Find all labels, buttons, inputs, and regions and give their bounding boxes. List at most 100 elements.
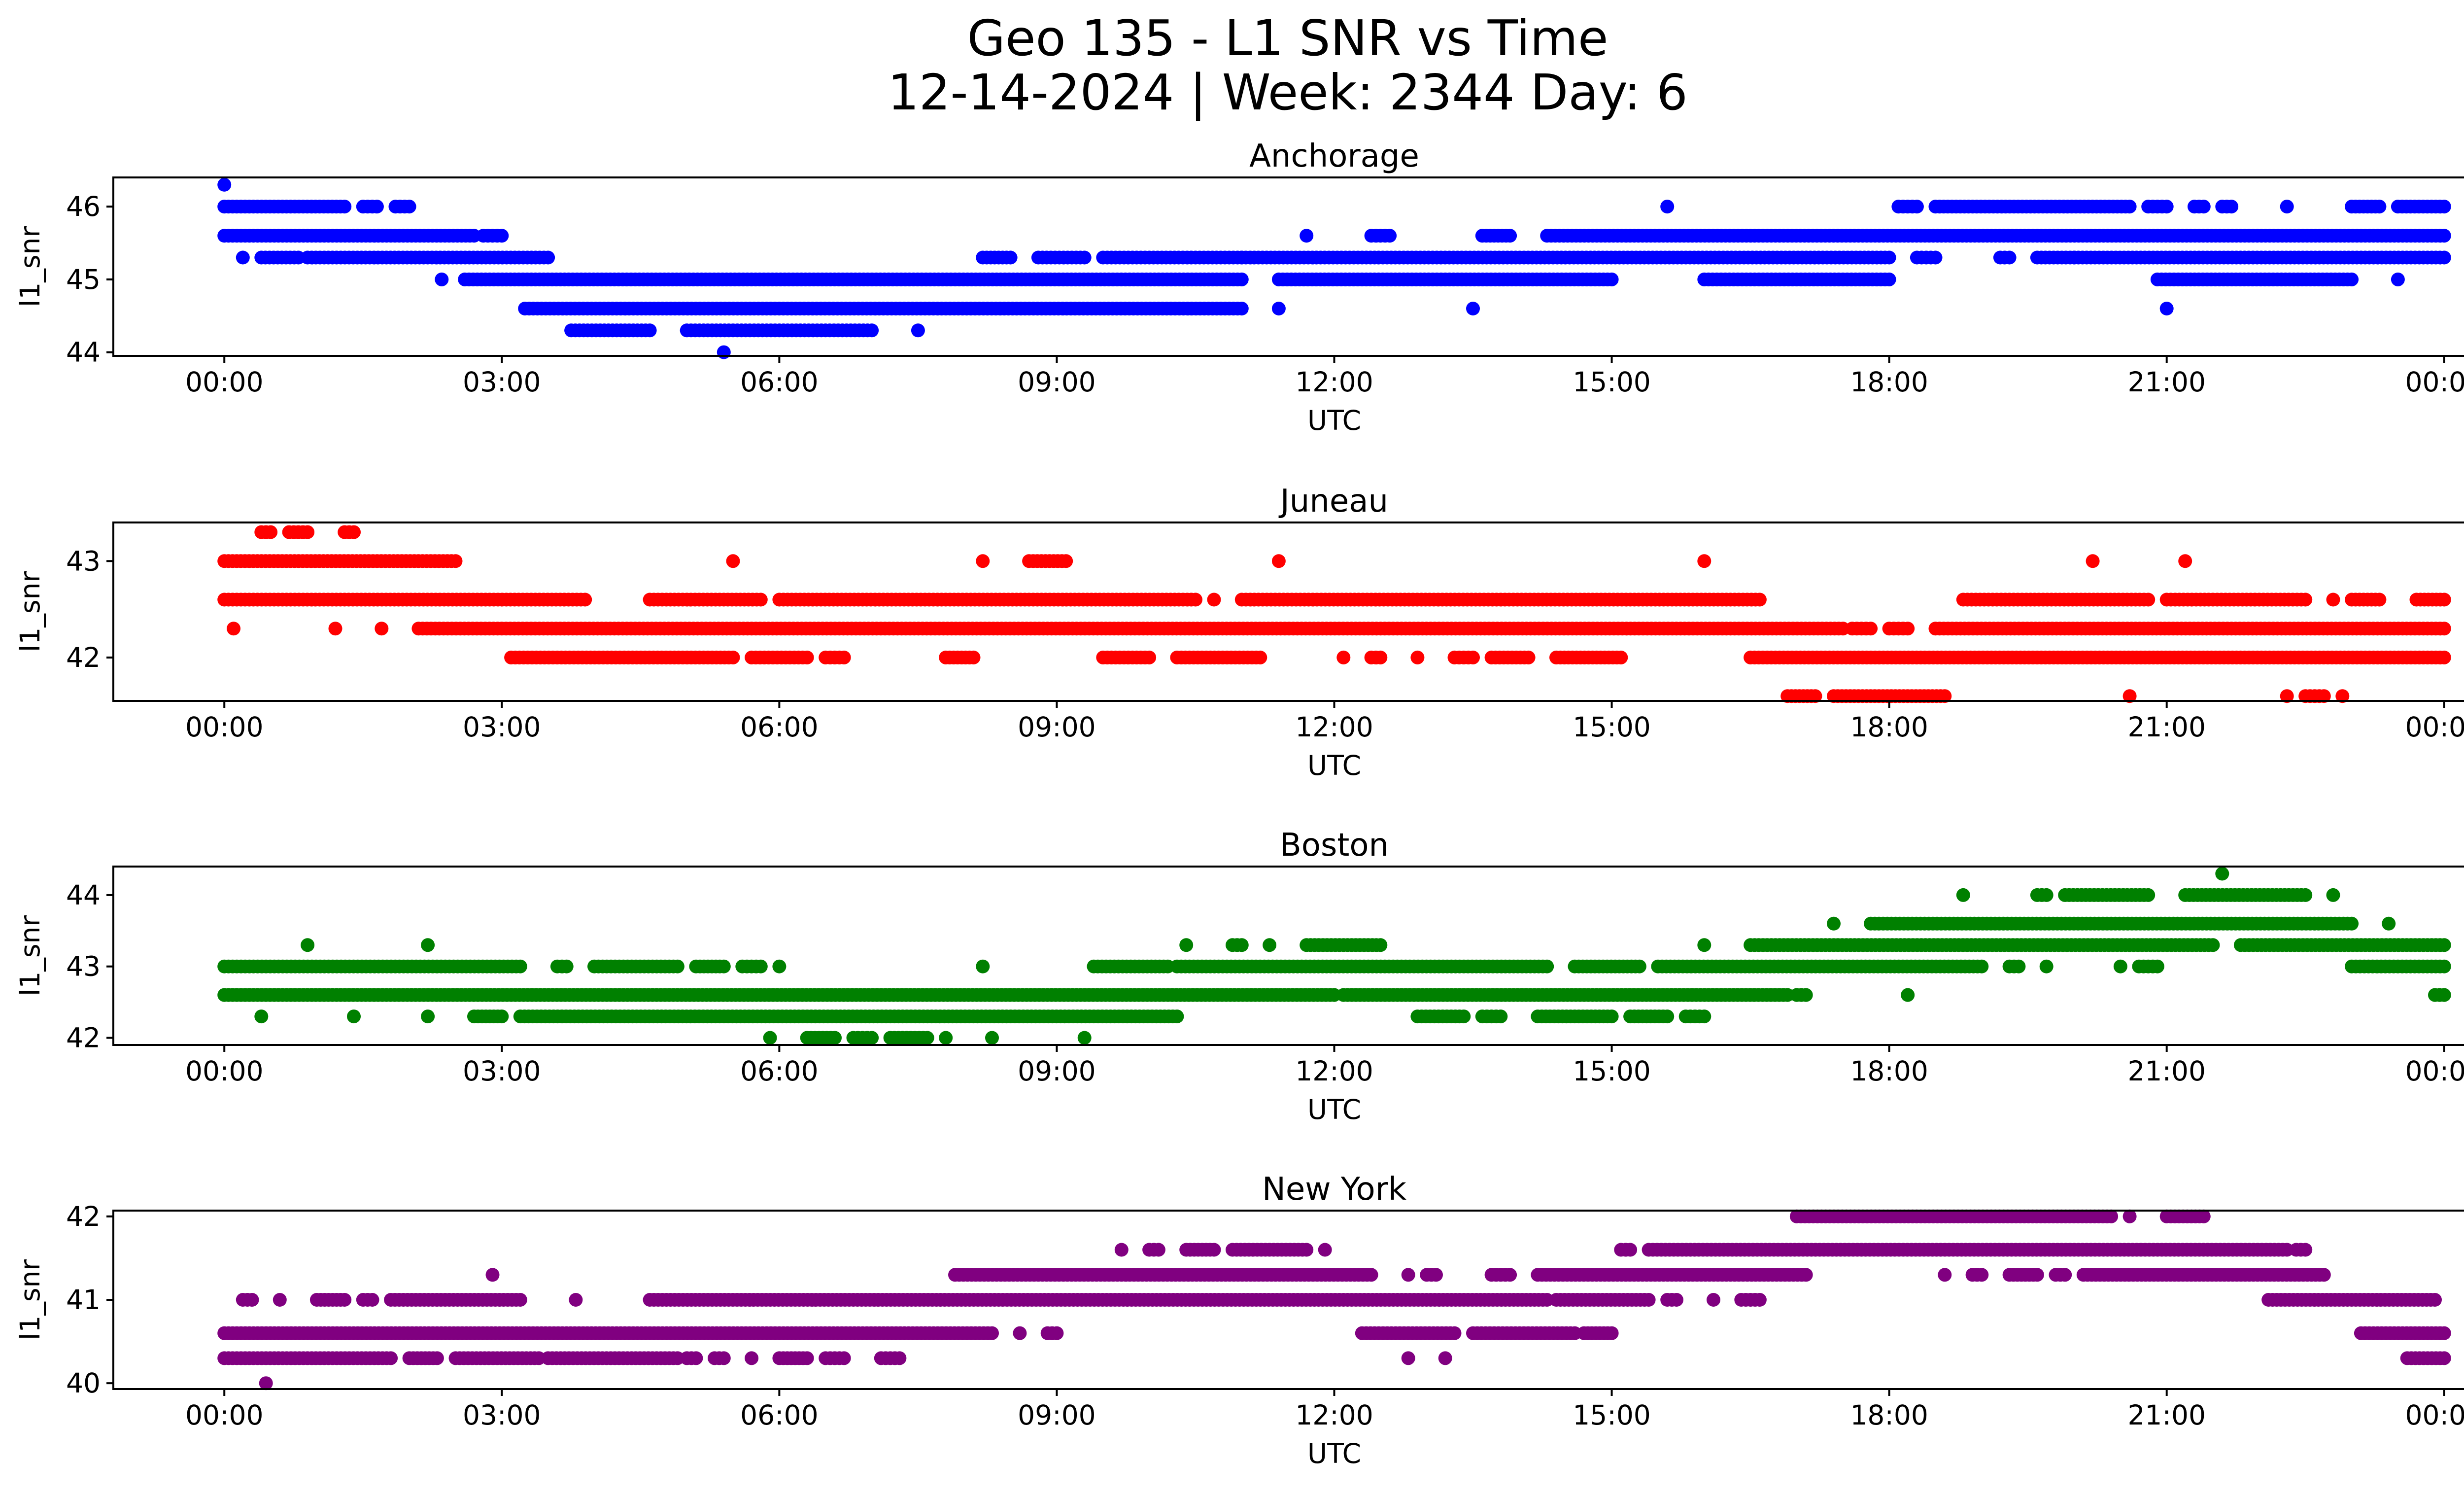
data-point — [2280, 200, 2294, 214]
data-point — [1752, 592, 1767, 607]
data-point — [2437, 938, 2451, 952]
data-point — [2196, 200, 2211, 214]
data-point — [254, 1009, 269, 1024]
data-point — [2428, 1293, 2442, 1307]
data-point — [2437, 959, 2451, 973]
data-point — [800, 650, 814, 664]
x-tick-label: 03:00 — [463, 711, 541, 743]
data-point — [1975, 959, 1989, 973]
x-tick-label: 12:00 — [1295, 366, 1373, 398]
data-point — [1632, 959, 1646, 973]
data-point — [1614, 650, 1628, 664]
x-tick-label: 06:00 — [740, 711, 819, 743]
x-tick-label: 00:00 — [185, 711, 264, 743]
data-point — [966, 650, 981, 664]
data-point — [1234, 302, 1249, 315]
data-point — [2224, 200, 2239, 214]
data-point — [1938, 689, 1952, 703]
data-point — [1300, 229, 1314, 243]
data-point — [1503, 229, 1517, 243]
x-tick-label: 12:00 — [1295, 1055, 1373, 1087]
data-point — [689, 1351, 703, 1365]
data-point — [1271, 302, 1286, 315]
data-point — [1142, 650, 1157, 664]
scatter-series-juneau — [217, 525, 2451, 703]
data-point — [753, 959, 768, 973]
data-point — [1457, 1009, 1471, 1024]
data-point — [1697, 1009, 1711, 1024]
x-tick-label: 03:00 — [463, 366, 541, 398]
x-tick-label: 12:00 — [1295, 711, 1373, 743]
data-point — [1928, 250, 1943, 265]
x-tick-label: 18:00 — [1850, 366, 1928, 398]
panel-title: Boston — [1280, 827, 1389, 864]
data-point — [541, 250, 555, 265]
data-point — [726, 554, 740, 568]
x-tick-label: 03:00 — [463, 1055, 541, 1087]
panel-title: New York — [1262, 1171, 1406, 1208]
data-point — [2086, 554, 2100, 568]
data-point — [2113, 959, 2127, 973]
x-tick-label: 09:00 — [1018, 711, 1096, 743]
x-tick-label: 00:00 — [2405, 366, 2464, 398]
data-point — [236, 250, 250, 265]
data-point — [328, 622, 342, 636]
figure-title-line2: 12-14-2024 | Week: 2344 Day: 6 — [888, 64, 1687, 121]
data-point — [2298, 592, 2313, 607]
data-point — [578, 592, 592, 607]
data-point — [976, 554, 990, 568]
data-point — [1660, 1009, 1675, 1024]
data-point — [421, 1009, 435, 1024]
data-point — [2437, 250, 2451, 265]
data-point — [448, 554, 463, 568]
data-point — [763, 1031, 777, 1045]
data-point — [1799, 988, 1813, 1002]
data-point — [1438, 1351, 1452, 1365]
data-point — [670, 959, 684, 973]
data-point — [435, 272, 449, 286]
data-point — [2150, 959, 2164, 973]
data-point — [1882, 272, 1896, 286]
data-point — [753, 592, 768, 607]
y-tick-label: 42 — [66, 1022, 101, 1054]
data-point — [513, 959, 527, 973]
data-point — [1410, 650, 1425, 664]
scatter-series-anchorage — [217, 177, 2451, 359]
y-tick-label: 44 — [66, 337, 101, 368]
data-point — [1466, 650, 1480, 664]
data-point — [569, 1293, 583, 1307]
data-point — [2437, 650, 2451, 664]
x-tick-label: 00:00 — [2405, 711, 2464, 743]
data-point — [2391, 272, 2405, 286]
data-point — [939, 1031, 953, 1045]
panel-title: Juneau — [1278, 483, 1388, 520]
data-point — [2437, 229, 2451, 243]
data-point — [1521, 650, 1536, 664]
x-tick-label: 18:00 — [1850, 711, 1928, 743]
data-point — [865, 323, 879, 338]
data-point — [2326, 888, 2340, 902]
x-tick-label: 00:00 — [185, 1055, 264, 1087]
data-point — [245, 1293, 259, 1307]
data-point — [421, 938, 435, 952]
x-axis-label: UTC — [1307, 750, 1361, 781]
data-point — [2437, 200, 2451, 214]
data-point — [800, 1351, 814, 1365]
data-point — [2178, 554, 2192, 568]
data-point — [1605, 1009, 1619, 1024]
y-tick-label: 43 — [66, 545, 101, 577]
data-point — [2437, 592, 2451, 607]
data-point — [1050, 1326, 1064, 1340]
data-point — [2141, 888, 2156, 902]
y-axis-label: l1_snr — [14, 226, 46, 307]
data-point — [370, 200, 384, 214]
data-point — [1373, 650, 1388, 664]
data-point — [1170, 1009, 1184, 1024]
data-point — [375, 622, 389, 636]
x-tick-label: 15:00 — [1573, 711, 1651, 743]
data-point — [495, 229, 509, 243]
data-point — [837, 650, 851, 664]
data-point — [1373, 938, 1388, 952]
data-point — [513, 1293, 527, 1307]
